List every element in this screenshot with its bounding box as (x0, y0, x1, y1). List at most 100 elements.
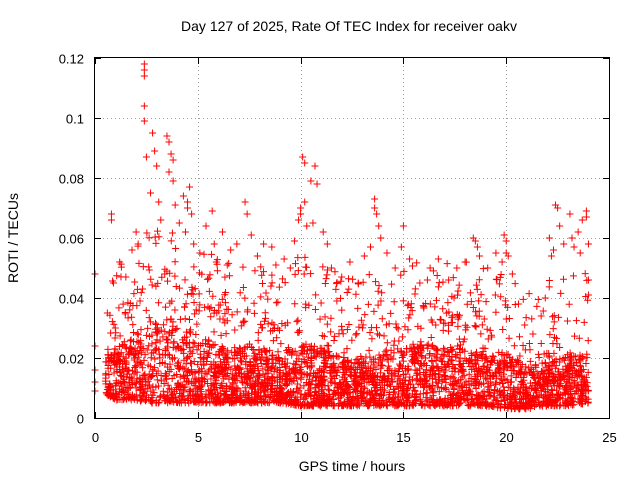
data-point (199, 398, 207, 406)
data-point (110, 393, 118, 401)
data-point (537, 340, 545, 348)
data-point (165, 138, 173, 146)
data-point (251, 267, 259, 275)
data-point (423, 377, 431, 385)
data-point (295, 329, 303, 337)
data-point (561, 354, 569, 362)
data-point (213, 399, 221, 407)
data-point (439, 326, 447, 334)
data-point (154, 329, 162, 337)
data-point (333, 372, 341, 380)
data-point (243, 365, 251, 373)
data-point (541, 360, 549, 368)
data-point (545, 234, 553, 242)
x-tick-label: 15 (396, 430, 410, 445)
data-point (113, 349, 121, 357)
data-point (155, 299, 163, 307)
data-point (152, 282, 160, 290)
data-point (539, 402, 547, 410)
data-point (405, 314, 413, 322)
data-point (467, 349, 475, 357)
data-point (249, 345, 257, 353)
data-point (362, 353, 370, 361)
data-point (312, 377, 320, 385)
data-point (143, 346, 151, 354)
data-point (466, 289, 474, 297)
data-point (116, 357, 124, 365)
data-point (312, 291, 320, 299)
data-point (167, 386, 175, 394)
data-point (323, 360, 331, 368)
data-point (131, 278, 139, 286)
data-point (440, 385, 448, 393)
data-point (151, 364, 159, 372)
data-point (166, 360, 174, 368)
data-point (306, 381, 314, 389)
data-point (320, 372, 328, 380)
data-point (195, 368, 203, 376)
data-point (584, 240, 592, 248)
data-point (364, 367, 372, 375)
data-point (370, 378, 378, 386)
data-point (391, 264, 399, 272)
x-tick-label: 10 (294, 430, 308, 445)
data-point (181, 303, 189, 311)
data-point (317, 299, 325, 307)
data-point (413, 343, 421, 351)
data-point (275, 326, 283, 334)
data-point (345, 384, 353, 392)
data-point (479, 265, 487, 273)
data-point (467, 298, 475, 306)
data-point (518, 361, 526, 369)
data-point (400, 267, 408, 275)
data-point (179, 381, 187, 389)
data-point (571, 389, 579, 397)
data-point (268, 279, 276, 287)
data-point (225, 259, 233, 267)
data-point (583, 395, 591, 403)
data-point (157, 326, 165, 334)
data-point (376, 402, 384, 410)
data-point (157, 377, 165, 385)
data-point (171, 354, 179, 362)
data-point (427, 316, 435, 324)
data-point (122, 359, 130, 367)
data-point (549, 325, 557, 333)
data-point (149, 129, 157, 137)
data-point (495, 280, 503, 288)
data-point (270, 321, 278, 329)
data-point (367, 243, 375, 251)
data-point (352, 373, 360, 381)
data-point (141, 351, 149, 359)
data-point (116, 368, 124, 376)
data-point (123, 370, 131, 378)
data-point (196, 301, 204, 309)
data-point (237, 349, 245, 357)
data-point (432, 378, 440, 386)
data-point (359, 321, 367, 329)
plot-frame (94, 57, 610, 419)
data-point (418, 362, 426, 370)
data-point (297, 210, 305, 218)
data-point (191, 374, 199, 382)
data-point (172, 325, 180, 333)
data-point (487, 358, 495, 366)
data-point (440, 372, 448, 380)
data-point (212, 258, 220, 266)
data-point (349, 275, 357, 283)
data-point (268, 319, 276, 327)
data-point (482, 353, 490, 361)
data-point (311, 162, 319, 170)
data-point (140, 66, 148, 74)
data-point (154, 367, 162, 375)
data-point (161, 369, 169, 377)
data-point (576, 249, 584, 257)
data-point (256, 395, 264, 403)
data-point (434, 347, 442, 355)
data-point (169, 177, 177, 185)
data-point (124, 366, 132, 374)
data-point (151, 147, 159, 155)
data-point (258, 324, 266, 332)
data-point (151, 355, 159, 363)
data-point (211, 380, 219, 388)
